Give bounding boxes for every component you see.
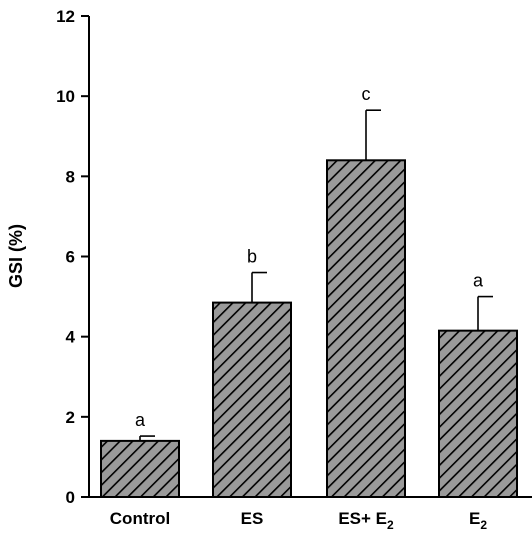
y-tick-label: 2 bbox=[66, 408, 75, 427]
y-tick-label: 4 bbox=[66, 328, 76, 347]
y-tick-label: 10 bbox=[56, 87, 75, 106]
category-labels-layer: Control ES ES+ E2 E2 bbox=[110, 509, 488, 532]
y-tick-label: 12 bbox=[56, 7, 75, 26]
y-tick-label: 6 bbox=[66, 248, 75, 267]
y-ticks-layer: 0 2 4 6 8 10 12 bbox=[56, 7, 89, 507]
bar-e2 bbox=[438, 329, 518, 499]
x-category-label: ES+ E2 bbox=[338, 509, 394, 532]
significance-label: b bbox=[247, 247, 257, 267]
y-tick-label: 0 bbox=[66, 488, 75, 507]
significance-label: c bbox=[362, 84, 371, 104]
significance-labels-layer: a b c a bbox=[135, 84, 484, 430]
bar-es bbox=[212, 301, 292, 498]
x-category-label: E2 bbox=[469, 509, 487, 532]
x-category-label: ES bbox=[241, 509, 264, 528]
bar-es-e2 bbox=[326, 159, 406, 499]
x-category-label: Control bbox=[110, 509, 170, 528]
significance-label: a bbox=[473, 271, 484, 291]
bar-control bbox=[100, 439, 180, 498]
bars-layer bbox=[100, 159, 518, 499]
significance-label: a bbox=[135, 410, 146, 430]
y-axis-label: GSI (%) bbox=[6, 224, 26, 288]
error-bars-layer bbox=[139, 109, 493, 441]
y-tick-label: 8 bbox=[66, 167, 75, 186]
